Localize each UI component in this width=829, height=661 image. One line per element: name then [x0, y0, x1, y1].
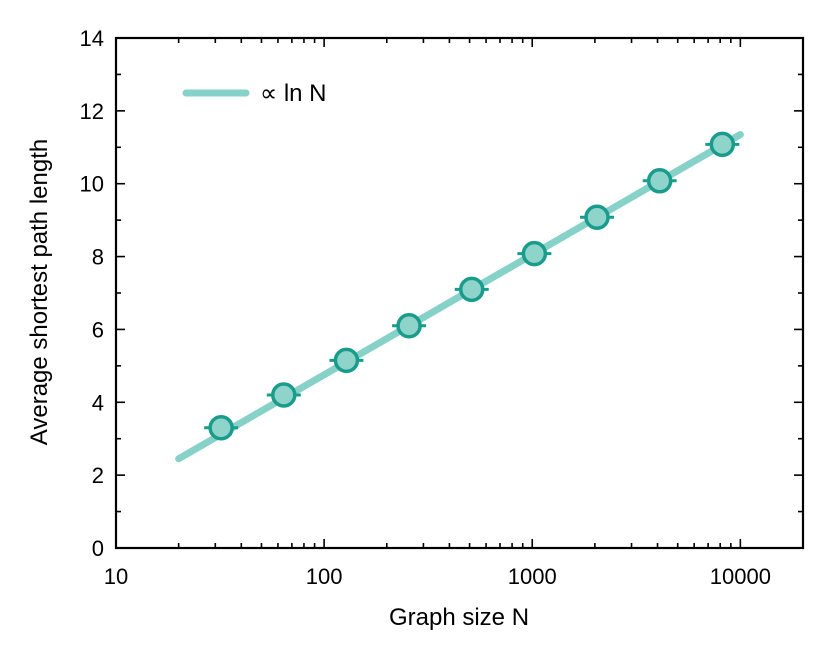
x-tick-label: 100 — [306, 564, 343, 589]
y-tick-label: 2 — [92, 463, 104, 488]
y-tick-label: 14 — [80, 26, 104, 51]
y-tick-label: 6 — [92, 317, 104, 342]
data-points-layer — [204, 131, 740, 441]
data-point — [709, 131, 736, 158]
y-tick-label: 10 — [80, 172, 104, 197]
data-point — [271, 382, 297, 408]
data-point — [333, 347, 360, 374]
data-point — [646, 168, 673, 194]
data-point — [521, 240, 548, 267]
x-tick-label: 10000 — [710, 564, 771, 589]
legend: ∝ ln N — [182, 80, 327, 107]
data-point — [396, 313, 422, 339]
y-tick-label: 8 — [92, 245, 104, 270]
x-axis-title: Graph size N — [389, 604, 529, 631]
y-tick-label: 12 — [80, 99, 104, 124]
data-point — [208, 415, 234, 441]
legend-label-fit: ∝ ln N — [260, 80, 327, 107]
x-tick-label: 10 — [104, 564, 128, 589]
x-tick-label: 1000 — [508, 564, 557, 589]
tick-labels: 0 2 4 6 8 10 12 14 10 100 1000 10000 — [80, 26, 771, 589]
fit-line-layer — [175, 131, 744, 463]
axis-ticks — [115, 37, 804, 549]
fit-line — [175, 131, 744, 463]
data-point — [584, 204, 610, 230]
y-tick-label: 0 — [92, 536, 104, 561]
y-tick-label: 4 — [92, 390, 104, 415]
data-point — [458, 276, 485, 303]
y-axis-title: Average shortest path length — [26, 139, 53, 445]
